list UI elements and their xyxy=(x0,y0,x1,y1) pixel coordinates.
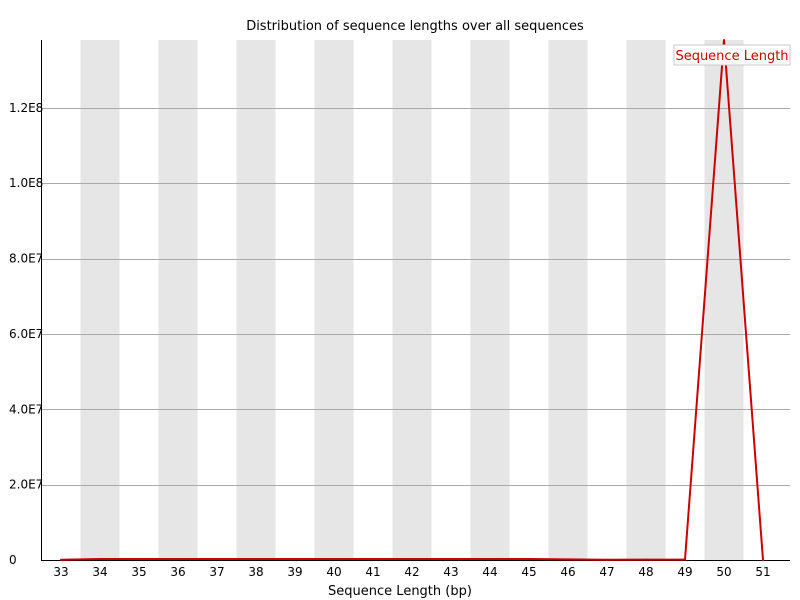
y-tick-label: 0 xyxy=(9,553,17,567)
x-tick-label: 41 xyxy=(365,565,380,579)
legend: Sequence Length xyxy=(673,44,791,66)
legend-box xyxy=(673,44,791,66)
data-point-49 xyxy=(684,558,686,561)
data-point-34 xyxy=(99,558,101,561)
data-point-38 xyxy=(255,558,257,561)
x-tick-label: 33 xyxy=(53,565,68,579)
data-point-33 xyxy=(60,558,62,561)
y-tick-label: 4.0E7 xyxy=(9,402,43,416)
x-tick-label: 48 xyxy=(638,565,653,579)
x-axis-label: Sequence Length (bp) xyxy=(328,584,472,599)
y-axis-ticks: 0 2.0E7 4.0E7 6.0E7 8.0E7 1.0E8 1.2E8 xyxy=(9,101,43,567)
alternating-bands xyxy=(80,40,744,560)
band-40 xyxy=(314,40,354,560)
data-point-48 xyxy=(645,558,647,561)
x-tick-label: 35 xyxy=(131,565,146,579)
x-tick-label: 34 xyxy=(92,565,107,579)
x-tick-label: 51 xyxy=(755,565,770,579)
band-50 xyxy=(704,40,744,560)
y-tick-label: 2.0E7 xyxy=(9,478,43,492)
data-point-46 xyxy=(567,558,569,561)
x-tick-label: 43 xyxy=(443,565,458,579)
x-tick-label: 42 xyxy=(404,565,419,579)
x-tick-label: 38 xyxy=(248,565,263,579)
x-axis-ticks: 33 34 35 36 37 38 39 40 41 42 43 44 45 46 47 48 49 50 51 xyxy=(53,565,770,579)
band-36 xyxy=(158,40,198,560)
x-tick-label: 50 xyxy=(716,565,731,579)
data-point-47 xyxy=(606,558,608,561)
x-tick-label: 47 xyxy=(599,565,614,579)
data-point-51 xyxy=(762,559,764,561)
band-46 xyxy=(548,40,588,560)
data-point-37 xyxy=(216,558,218,561)
data-point-44 xyxy=(489,558,491,561)
x-tick-label: 37 xyxy=(209,565,224,579)
x-tick-label: 36 xyxy=(170,565,185,579)
data-point-42 xyxy=(411,558,413,561)
data-point-40 xyxy=(333,558,335,561)
y-tick-label: 1.2E8 xyxy=(9,101,43,115)
x-tick-label: 45 xyxy=(521,565,536,579)
x-tick-label: 49 xyxy=(677,565,692,579)
series-group xyxy=(60,39,764,561)
data-point-43 xyxy=(450,558,452,561)
band-38 xyxy=(236,40,276,560)
data-point-39 xyxy=(294,558,296,561)
x-tick-label: 39 xyxy=(287,565,302,579)
chart-title: Distribution of sequence lengths over al… xyxy=(246,19,584,34)
data-point-50 xyxy=(723,39,725,41)
y-tick-label: 1.0E8 xyxy=(9,176,43,190)
data-point-45 xyxy=(528,558,530,561)
x-tick-label: 40 xyxy=(326,565,341,579)
y-tick-label: 6.0E7 xyxy=(9,327,43,341)
band-48 xyxy=(626,40,666,560)
band-42 xyxy=(392,40,432,560)
y-gridlines xyxy=(41,108,790,486)
x-tick-label: 44 xyxy=(482,565,497,579)
band-44 xyxy=(470,40,510,560)
data-point-36 xyxy=(177,558,179,561)
band-34 xyxy=(80,40,120,560)
data-point-41 xyxy=(372,558,374,561)
y-tick-label: 8.0E7 xyxy=(9,252,43,266)
legend-label-sequence-length: Sequence Length xyxy=(675,49,788,64)
data-point-35 xyxy=(138,558,140,561)
x-tick-label: 46 xyxy=(560,565,575,579)
